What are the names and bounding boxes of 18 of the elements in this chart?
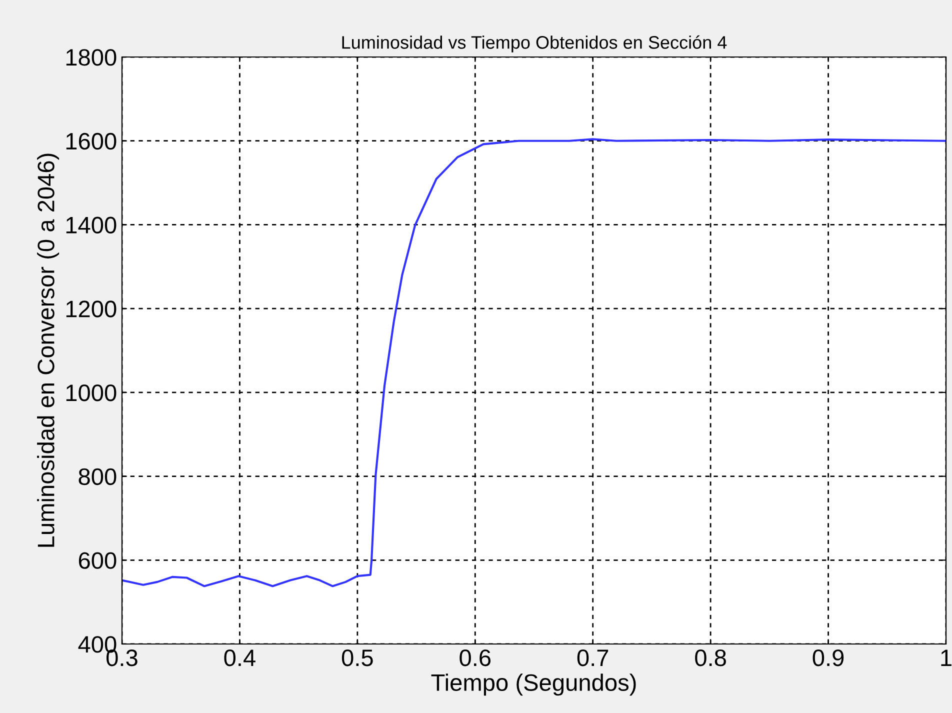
x-tick-label: 0.6 [460, 649, 491, 666]
x-tick-label: 0.9 [812, 649, 844, 666]
y-tick-label: 1400 [66, 216, 116, 234]
x-tick-label: 0.7 [577, 649, 608, 666]
y-tick-label: 1600 [66, 132, 116, 150]
y-axis-title: Luminosidad en Conversor (0 a 2046) [37, 154, 60, 547]
x-tick-label: 1 [941, 650, 952, 666]
y-tick-label: 1800 [66, 49, 116, 66]
x-tick-label: 0.8 [695, 649, 726, 666]
x-tick-label: 0.4 [224, 649, 256, 666]
chart-title: Luminosidad vs Tiempo Obtenidos en Sección 4 [342, 35, 727, 52]
y-tick-label: 600 [78, 552, 116, 569]
y-tick-label: 1000 [66, 384, 116, 402]
x-axis-title: Tiempo (Segundos) [431, 674, 636, 696]
y-tick-label: 1200 [66, 300, 116, 318]
line-series [122, 138, 946, 588]
y-tick-label: 800 [78, 468, 116, 486]
x-tick-label: 0.5 [342, 649, 373, 666]
